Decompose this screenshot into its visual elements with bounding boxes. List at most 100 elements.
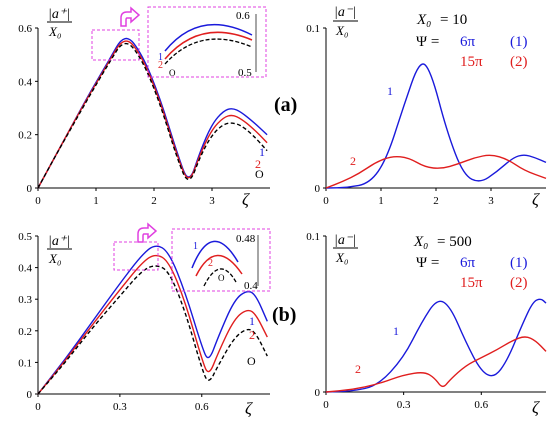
xtick-label: 3 xyxy=(209,195,215,207)
zoom-region-box xyxy=(91,29,140,61)
ylabel-den: X₀ xyxy=(335,250,348,265)
ytick-label: 0 xyxy=(315,183,321,195)
curve-label: 1 xyxy=(259,145,265,159)
inset-label-2: 2 xyxy=(208,258,213,269)
inset-ytick-top: 0.48 xyxy=(236,233,256,245)
ytick-label: 0 xyxy=(27,183,33,195)
curve-label: 1 xyxy=(249,314,255,328)
curve-label: 2 xyxy=(355,362,361,376)
xtick-label: 0.3 xyxy=(113,401,127,413)
series-line-2 xyxy=(325,154,547,189)
ytick-label: 0.3 xyxy=(18,294,32,306)
inset-label-1: 1 xyxy=(193,241,198,252)
xtick-label: 2 xyxy=(151,195,157,207)
curve-label: 1 xyxy=(387,84,393,98)
series-line-1 xyxy=(37,245,268,395)
inset-label-O: O xyxy=(218,273,225,283)
param-psi1: 6π xyxy=(460,34,476,50)
curve-label: 1 xyxy=(393,324,399,338)
ytick-label: 0 xyxy=(27,389,33,401)
series-line-O xyxy=(37,265,268,395)
curve-label: O xyxy=(247,354,256,368)
series-line-2 xyxy=(325,336,547,393)
xtick-label: 3 xyxy=(488,195,494,207)
param-psi1-tag: (1) xyxy=(510,34,528,50)
param-psi-label: Ψ = xyxy=(416,34,439,50)
param-x0-value: = 500 xyxy=(437,234,472,250)
param-psi-label: Ψ = xyxy=(416,255,439,271)
inset-curve-1 xyxy=(164,23,253,52)
ylabel-num: |a⁻| xyxy=(334,233,356,248)
xlabel: ζ xyxy=(245,399,253,418)
xtick-label: 0.3 xyxy=(397,399,411,411)
xtick-label: 1 xyxy=(378,195,384,207)
ytick-label: 0.4 xyxy=(18,263,32,275)
inset-curve-O xyxy=(203,268,237,287)
param-psi2: 15π xyxy=(460,275,483,291)
ytick-label: 0.6 xyxy=(18,23,32,35)
param-psi1-tag: (1) xyxy=(510,255,528,271)
xtick-label: 0 xyxy=(323,195,329,207)
panel-bottom-left: |a⁺| X₀ ζ 00.10.20.30.40.5 0 0.3 0.6 12O 0… xyxy=(18,222,271,418)
ytick-label: 0 xyxy=(315,387,321,399)
series-line-2 xyxy=(37,40,268,189)
curve-label: 2 xyxy=(249,328,255,342)
inset-label-O: O xyxy=(169,68,176,78)
series-line-1 xyxy=(325,63,547,189)
series-line-1 xyxy=(37,37,268,189)
series-line-2 xyxy=(37,254,268,395)
panel-top-right: |a⁻| X₀ ζ X₀ = 10 Ψ = 6π (1) 15π (2) 0 0.… xyxy=(306,5,547,209)
xtick-label: 0 xyxy=(323,399,329,411)
inset-label-2: 2 xyxy=(158,60,163,71)
xtick-label: 0 xyxy=(35,401,41,413)
panel-tag-b: (b) xyxy=(272,304,296,326)
ytick-label: 0.1 xyxy=(306,23,320,35)
ytick-label: 0.5 xyxy=(18,231,32,243)
curve-label: O xyxy=(255,167,264,181)
inset-curve-1 xyxy=(191,240,239,269)
ylabel-num: |a⁺| xyxy=(48,7,70,22)
inset-curve-O xyxy=(164,38,253,65)
zoom-region-box xyxy=(113,241,159,271)
xtick-label: 0.6 xyxy=(195,401,209,413)
inset-ytick-bottom: 0.4 xyxy=(244,280,258,292)
ytick-label: 0.4 xyxy=(18,76,32,88)
inset-curve-2 xyxy=(195,254,243,277)
inset-label-1: 1 xyxy=(158,52,163,63)
pointer-arrow-icon xyxy=(137,222,158,243)
param-x0-label: X₀ xyxy=(416,12,431,28)
ytick-label: 0.2 xyxy=(18,130,32,142)
param-psi2: 15π xyxy=(460,54,483,70)
panel-bottom-right: |a⁻| X₀ ζ X₀ = 500 Ψ = 6π (1) 15π (2) 00… xyxy=(306,231,547,417)
xtick-label: 1 xyxy=(93,195,99,207)
param-psi2-tag: (2) xyxy=(510,54,528,70)
xlabel: ζ xyxy=(242,190,250,209)
ylabel-num: |a⁺| xyxy=(48,234,70,249)
ytick-label: 0.2 xyxy=(18,326,32,338)
ylabel-den: X₀ xyxy=(335,23,348,38)
inset-ytick-top: 0.6 xyxy=(236,10,250,22)
xlabel: ζ xyxy=(532,190,540,209)
panel-tag-a: (a) xyxy=(274,94,297,116)
ytick-label: 0.1 xyxy=(18,357,32,369)
ylabel-den: X₀ xyxy=(48,24,61,39)
inset-ytick-bottom: 0.5 xyxy=(238,67,252,79)
xtick-label: 2 xyxy=(433,195,439,207)
xtick-label: 0.6 xyxy=(474,399,488,411)
ylabel-num: |a⁻| xyxy=(334,5,356,20)
series-line-1 xyxy=(325,298,547,393)
inset-box xyxy=(147,6,267,78)
param-psi2-tag: (2) xyxy=(510,275,528,291)
curve-label: 2 xyxy=(255,157,261,171)
param-x0-value: = 10 xyxy=(440,12,467,28)
ylabel-den: X₀ xyxy=(48,251,61,266)
param-psi1: 6π xyxy=(460,255,476,271)
curve-label: 2 xyxy=(350,154,356,168)
inset-curve-2 xyxy=(164,31,253,60)
series-line-O xyxy=(37,42,268,189)
xlabel: ζ xyxy=(532,398,540,417)
param-x0-label: X₀ xyxy=(413,234,428,250)
pointer-arrow-icon xyxy=(120,6,141,27)
